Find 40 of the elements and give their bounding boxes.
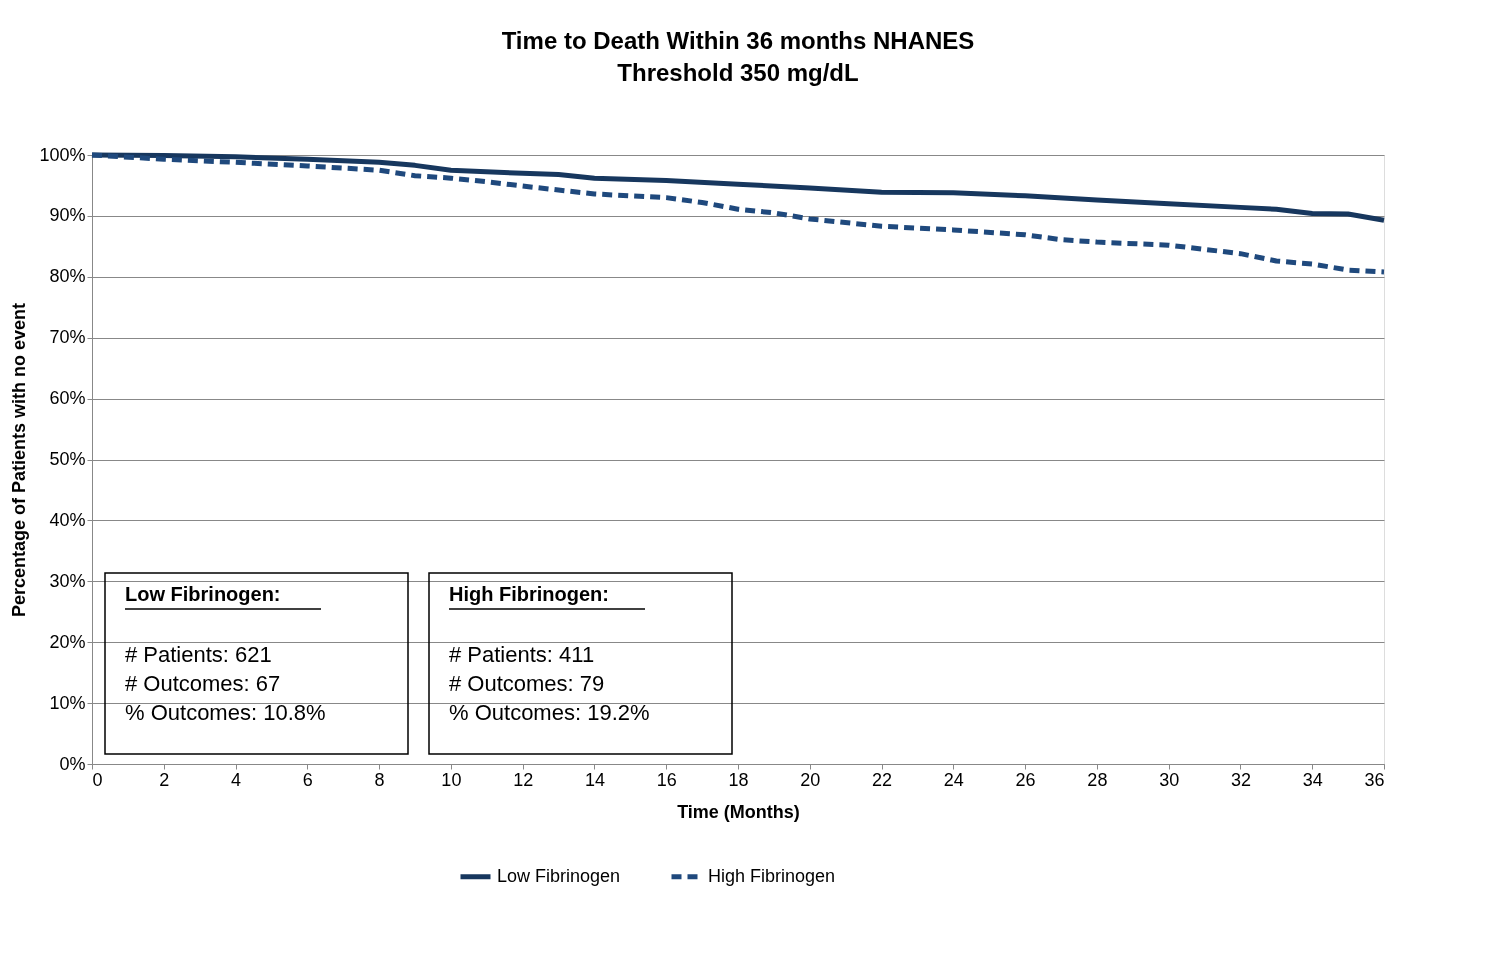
x-tick-label: 2 xyxy=(159,769,170,790)
y-tick-label: 60% xyxy=(49,388,86,409)
x-tick-label: 8 xyxy=(374,769,385,790)
x-tick-label: 18 xyxy=(728,769,749,790)
chart-subtitle: Threshold 350 mg/dL xyxy=(617,59,859,86)
annotation: High Fibrinogen: xyxy=(449,583,609,605)
x-axis-title: Time (Months) xyxy=(677,801,800,822)
y-tick-label: 50% xyxy=(49,449,86,469)
y-tick-label: 40% xyxy=(49,509,86,530)
x-tick-label: 22 xyxy=(872,769,893,790)
x-tick-label: 28 xyxy=(1087,769,1108,790)
annotation: # Patients: 411 # Outcomes: 79 % Outcomes: 19.2% xyxy=(449,642,650,725)
x-tick-label: 4 xyxy=(231,769,242,790)
x-tick-label: 20 xyxy=(800,769,821,790)
y-tick-label: 90% xyxy=(49,205,86,226)
legend-label: High Fibrinogen xyxy=(708,865,836,886)
annotation: # Patients: 621 # Outcomes: 67 % Outcomes: 10.8% xyxy=(125,642,326,725)
x-tick-label: 34 xyxy=(1302,769,1323,790)
y-tick-label: 30% xyxy=(49,570,86,591)
x-tick-label: 32 xyxy=(1230,769,1251,790)
y-tick-label: 100% xyxy=(39,144,86,165)
y-tick-label: 70% xyxy=(49,327,86,348)
x-tick-label: 36 xyxy=(1364,769,1385,790)
x-tick-label: 0 xyxy=(92,769,103,790)
x-tick-label: 26 xyxy=(1015,769,1036,790)
x-tick-label: 10 xyxy=(441,769,462,790)
x-tick-label: 24 xyxy=(943,769,964,790)
annotation: Low Fibrinogen: xyxy=(125,583,281,605)
x-tick-label: 12 xyxy=(513,769,534,790)
x-tick-label: 14 xyxy=(584,769,605,790)
y-tick-label: 20% xyxy=(49,631,86,652)
y-tick-label: 0% xyxy=(59,753,86,774)
legend-label: Low Fibrinogen xyxy=(497,865,621,886)
y-axis-title: Percentage of Patients with no event xyxy=(9,302,30,618)
y-tick-label: 80% xyxy=(49,266,86,287)
chart-title: Time to Death Within 36 months NHANES xyxy=(501,27,975,54)
x-tick-label: 30 xyxy=(1159,769,1180,790)
x-tick-label: 16 xyxy=(656,769,677,790)
y-tick-label: 10% xyxy=(49,692,86,713)
x-tick-label: 6 xyxy=(302,769,313,790)
